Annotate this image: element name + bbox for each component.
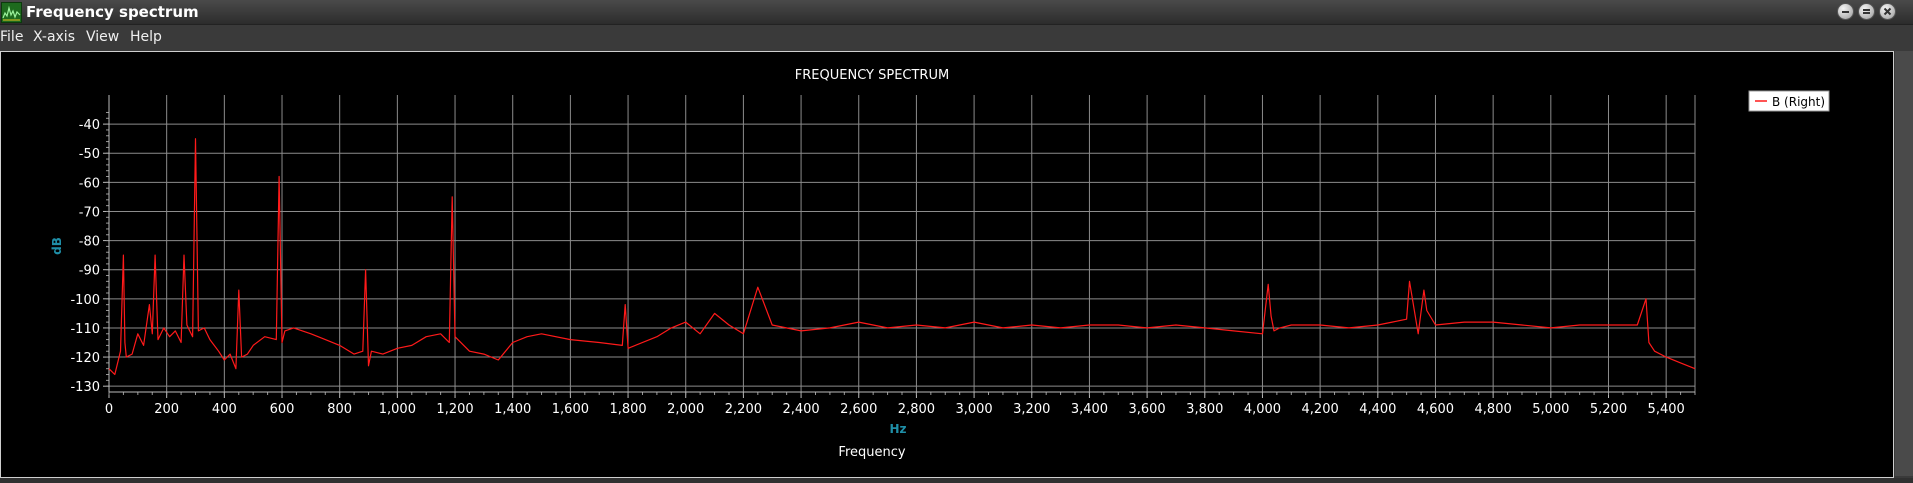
x-tick-label: 400	[212, 402, 237, 417]
x-tick-label: 3,000	[955, 402, 992, 417]
y-tick-label: -110	[70, 322, 100, 337]
y-tick-label: -60	[79, 176, 100, 191]
x-tick-label: 2,400	[782, 402, 819, 417]
y-tick-label: -100	[70, 293, 100, 308]
x-tick-label: 200	[154, 402, 179, 417]
x-tick-label: 5,200	[1590, 402, 1627, 417]
x-tick-label: 1,600	[552, 402, 589, 417]
y-tick-label: -80	[79, 235, 100, 250]
x-tick-label: 4,000	[1244, 402, 1281, 417]
side-scrollbar[interactable]	[1895, 51, 1913, 476]
close-icon[interactable]	[1879, 3, 1896, 20]
x-tick-label: 0	[105, 402, 113, 417]
menu-bar: File X-axis View Help	[0, 25, 1913, 48]
series-group	[108, 138, 1696, 376]
x-tick-label: 4,200	[1302, 402, 1339, 417]
x-tick-label: 2,600	[840, 402, 877, 417]
x-axis-label: Frequency	[838, 445, 905, 460]
title-bar[interactable]: Frequency spectrum	[0, 0, 1913, 25]
x-tick-label: 3,800	[1186, 402, 1223, 417]
restore-icon[interactable]	[1858, 3, 1875, 20]
legend-label: B (Right)	[1772, 95, 1825, 109]
x-tick-label: 2,800	[898, 402, 935, 417]
menu-file[interactable]: File	[0, 29, 24, 45]
x-tick-label: 2,000	[667, 402, 704, 417]
y-tick-labels: -40 -50 -60 -70 -80 -90 -100 -110 -120 -130	[70, 118, 100, 395]
menu-x-axis[interactable]: X-axis	[33, 29, 75, 45]
menu-help[interactable]: Help	[130, 29, 162, 45]
menu-view[interactable]: View	[86, 29, 120, 45]
y-tick-label: -70	[79, 205, 100, 220]
y-tick-label: -120	[70, 351, 100, 366]
y-tick-label: -90	[79, 264, 100, 279]
x-tick-label: 4,800	[1475, 402, 1512, 417]
spectrum-app-icon	[1, 2, 22, 23]
x-tick-label: 1,400	[494, 402, 531, 417]
x-tick-label: 800	[327, 402, 352, 417]
window-title: Frequency spectrum	[26, 3, 199, 21]
y-tick-label: -50	[79, 147, 100, 162]
x-tick-labels: 0 200 400 600 800 1,000 1,200 1,400 1,600 1,800 2,…	[105, 402, 1685, 417]
x-tick-label: 5,400	[1648, 402, 1685, 417]
chart-panel[interactable]: FREQUENCY SPECTRUM -40 -50 -60 -70 -80 -90 -10…	[0, 51, 1894, 478]
x-tick-label: 3,600	[1128, 402, 1165, 417]
x-tick-label: 4,600	[1417, 402, 1454, 417]
x-axis-unit: Hz	[889, 422, 906, 436]
x-tick-label: 1,200	[436, 402, 473, 417]
x-tick-label: 1,000	[379, 402, 416, 417]
spectrum-chart[interactable]: FREQUENCY SPECTRUM -40 -50 -60 -70 -80 -90 -10…	[1, 52, 1893, 477]
x-tick-label: 4,400	[1359, 402, 1396, 417]
x-tick-label: 3,400	[1071, 402, 1108, 417]
x-tick-label: 600	[270, 402, 295, 417]
y-axis-label: dB	[50, 237, 64, 255]
y-tick-label: -40	[79, 118, 100, 133]
series-line-b-right	[108, 138, 1696, 376]
x-tick-label: 5,000	[1532, 402, 1569, 417]
chart-title: FREQUENCY SPECTRUM	[795, 68, 949, 83]
x-tick-label: 3,200	[1013, 402, 1050, 417]
x-tick-label: 2,200	[725, 402, 762, 417]
grid-lines	[109, 95, 1696, 392]
minimize-icon[interactable]	[1837, 3, 1854, 20]
status-bar	[0, 478, 1913, 483]
y-tick-label: -130	[70, 380, 100, 395]
x-tick-label: 1,800	[609, 402, 646, 417]
legend[interactable]: B (Right)	[1748, 90, 1830, 112]
axes	[103, 95, 1696, 398]
